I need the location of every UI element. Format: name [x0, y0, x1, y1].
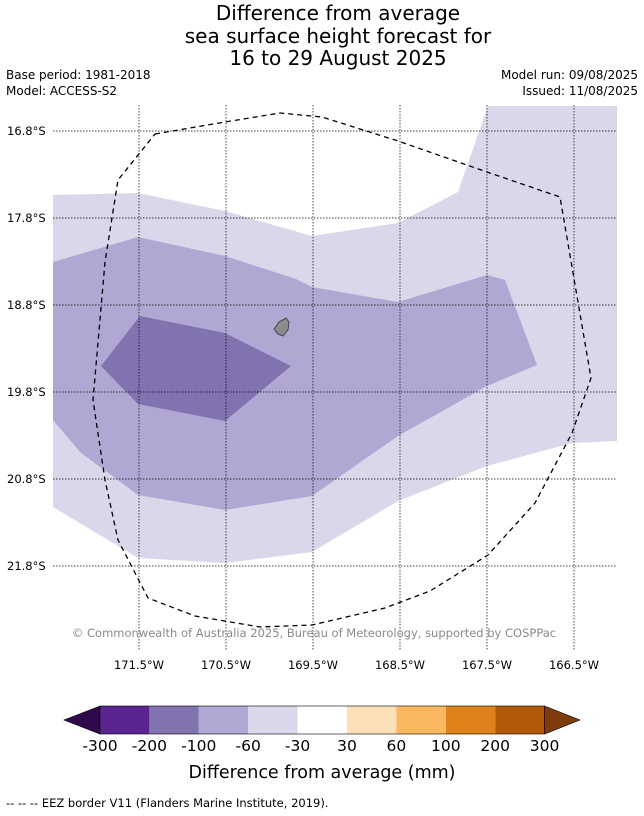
colorbar-swatch — [100, 706, 150, 734]
colorbar-extend-high — [544, 705, 581, 735]
colorbar-outline — [99, 705, 545, 735]
island-land — [273, 317, 290, 337]
lat-label: 21.8°S — [7, 559, 46, 573]
colorbar-extend-low — [63, 705, 101, 735]
eez-legend-note: -- -- -- EEZ border V11 (Flanders Marine… — [6, 796, 329, 810]
issued-date: Issued: 11/08/2025 — [522, 84, 638, 98]
colorbar-swatch — [396, 706, 446, 734]
colorbar-tick: -60 — [236, 737, 261, 755]
model-run: Model run: 09/08/2025 — [500, 68, 638, 82]
colorbar: -300 -200 -100 -60 -30 30 60 100 200 300… — [63, 705, 581, 783]
title-line-1: Difference from average — [215, 1, 461, 25]
colorbar-tick: 200 — [480, 737, 510, 755]
base-period: Base period: 1981-2018 — [6, 68, 151, 82]
longitude-labels: 171.5°W 170.5°W 169.5°W 168.5°W 167.5°W … — [114, 658, 599, 672]
colorbar-swatch — [248, 706, 298, 734]
copyright-text: © Commonwealth of Australia 2025, Bureau… — [72, 626, 556, 640]
colorbar-swatch — [495, 706, 545, 734]
colorbar-tick: 100 — [431, 737, 461, 755]
colorbar-swatch — [297, 706, 347, 734]
anomaly-band-minus-200-to-minus-100 — [101, 316, 291, 421]
graticule — [53, 105, 617, 650]
lat-label: 18.8°S — [7, 298, 46, 312]
contour-fills — [53, 105, 617, 650]
lat-label: 17.8°S — [7, 211, 46, 225]
meta-left: Base period: 1981-2018 Model: ACCESS-S2 — [6, 67, 151, 99]
colorbar-tick: 30 — [337, 737, 357, 755]
lat-label: 16.8°S — [7, 124, 46, 138]
lon-label: 171.5°W — [114, 658, 164, 672]
lat-label: 20.8°S — [7, 472, 46, 486]
title-line-2: sea surface height forecast for — [184, 23, 492, 48]
title-line-3: 16 to 29 August 2025 — [229, 46, 447, 70]
model-name: Model: ACCESS-S2 — [6, 84, 118, 98]
colorbar-tick: -100 — [181, 737, 216, 755]
colorbar-swatch — [149, 706, 199, 734]
colorbar-tick: -200 — [132, 737, 167, 755]
lon-label: 168.5°W — [375, 658, 425, 672]
colorbar-tick: -30 — [285, 737, 310, 755]
colorbar-tick: 60 — [387, 737, 407, 755]
lat-label: 19.8°S — [7, 385, 46, 399]
colorbar-swatch — [445, 706, 496, 734]
lon-label: 170.5°W — [201, 658, 251, 672]
lon-label: 167.5°W — [462, 658, 512, 672]
map-title: Difference from average sea surface heig… — [0, 2, 644, 70]
colorbar-swatch — [347, 706, 397, 734]
colorbar-tick: -300 — [82, 737, 117, 755]
colorbar-tick: 300 — [530, 737, 560, 755]
eez-border — [92, 112, 592, 628]
latitude-labels: 16.8°S 17.8°S 18.8°S 19.8°S 20.8°S 21.8°… — [7, 124, 46, 573]
meta-right: Model run: 09/08/2025 Issued: 11/08/2025 — [501, 67, 638, 99]
lon-label: 169.5°W — [288, 658, 338, 672]
colorbar-swatch — [198, 706, 249, 734]
colorbar-tick-labels: -300 -200 -100 -60 -30 30 60 100 200 300 — [82, 737, 559, 755]
lon-label: 166.5°W — [549, 658, 599, 672]
colorbar-title: Difference from average (mm) — [188, 763, 455, 783]
